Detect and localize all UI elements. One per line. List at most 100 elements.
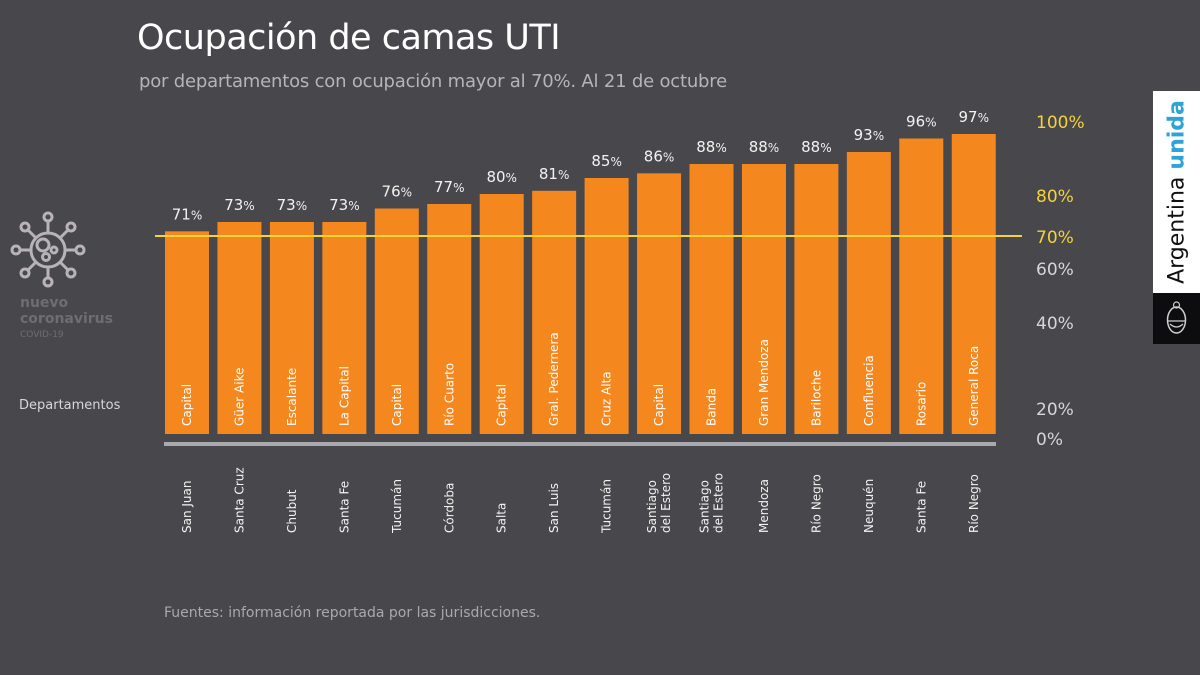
x-axis-title: Departamentos — [19, 398, 121, 413]
bar — [584, 178, 629, 434]
province-label: Santiago — [645, 480, 659, 533]
bar — [374, 208, 419, 434]
bar-category-label: Gran Mendoza — [757, 339, 771, 426]
bar-value-label: 86% — [644, 147, 675, 165]
bar-value-label: 71% — [172, 205, 203, 223]
bar-category-label: Bariloche — [809, 370, 823, 426]
bar-value-label: 80% — [486, 168, 517, 186]
bar — [269, 222, 314, 434]
province-label: Santa Fe — [337, 481, 351, 533]
province-label: Salta — [495, 503, 509, 533]
province-label: Tucumán — [390, 479, 404, 534]
chart-title: Ocupación de camas UTI — [137, 18, 561, 58]
bar-group: 73% Escalante Chubut — [269, 196, 314, 533]
province-label: Santiago — [698, 480, 712, 533]
brand-line-2: coronavirus — [20, 311, 113, 327]
y-tick-label: 100% — [1036, 113, 1085, 133]
y-tick-label: 60% — [1036, 260, 1074, 280]
bar-category-label: Gral. Pedernera — [547, 332, 561, 426]
bar-value-label: 73% — [224, 196, 255, 214]
province-label: Santa Fe — [914, 481, 928, 533]
y-tick-label: 80% — [1036, 187, 1074, 207]
bar — [427, 204, 472, 434]
bar — [741, 164, 786, 434]
bar — [322, 222, 367, 434]
bar-group: 96% Rosario Santa Fe — [899, 113, 944, 533]
bar-category-label: Capital — [390, 384, 404, 426]
source-note: Fuentes: información reportada por las j… — [164, 605, 541, 621]
bar-group: 85% Cruz Alta Tucumán — [584, 152, 629, 534]
bar-category-label: Cruz Alta — [600, 371, 614, 426]
bar-group: 71% Capital San Juan — [165, 205, 209, 533]
bar-category-label: Capital — [495, 384, 509, 426]
province-label: Río Negro — [809, 474, 823, 533]
argentina-coat-of-arms-icon — [1153, 293, 1200, 344]
province-label: del Estero — [659, 473, 673, 533]
bar-value-label: 76% — [382, 183, 413, 201]
bar-category-label: Güer Aike — [232, 368, 246, 426]
province-label: Tucumán — [600, 479, 614, 534]
bar — [479, 194, 524, 434]
bar-category-label: General Roca — [967, 346, 981, 426]
bar — [899, 138, 944, 434]
province-label: Chubut — [285, 489, 299, 533]
bar-value-label: 88% — [696, 138, 727, 156]
province-label: Córdoba — [442, 483, 456, 533]
bar-value-label: 97% — [959, 108, 990, 126]
bar-category-label: Río Cuarto — [442, 363, 456, 426]
bar — [637, 173, 682, 435]
bar-value-label: 85% — [591, 152, 622, 170]
bar — [165, 231, 209, 434]
province-label: San Luis — [547, 483, 561, 533]
bar-group: 73% La Capital Santa Fe — [322, 196, 367, 533]
bar-group: 97% General Roca Río Negro — [951, 108, 996, 533]
bar-category-label: Escalante — [285, 368, 299, 426]
bar — [532, 190, 577, 434]
bar-category-label: Capital — [180, 384, 194, 426]
bar-group: 80% Capital Salta — [479, 168, 524, 533]
chart-subtitle: por departamentos con ocupación mayor al… — [139, 71, 727, 92]
bar — [794, 164, 839, 434]
bar-category-label: Rosario — [914, 382, 928, 426]
bar-group: 88% Banda Santiago del Estero — [689, 138, 734, 533]
y-tick-label: 40% — [1036, 314, 1074, 334]
province-label: Neuquén — [862, 479, 876, 533]
y-tick-label: 0% — [1036, 430, 1063, 450]
x-axis-baseline — [164, 442, 996, 446]
bar-group: 88% Gran Mendoza Mendoza — [741, 138, 786, 533]
bar-category-label: Banda — [705, 388, 719, 426]
bar-value-label: 88% — [801, 138, 832, 156]
province-label: San Juan — [180, 481, 194, 534]
bar-value-label: 81% — [539, 165, 570, 183]
bar-value-label: 73% — [277, 196, 308, 214]
bar-value-label: 77% — [434, 178, 465, 196]
argentina-unida-logo: Argentina unida — [1153, 91, 1200, 293]
bar-value-label: 88% — [749, 138, 780, 156]
bar-group: 73% Güer Aike Santa Cruz — [217, 196, 262, 533]
bar — [951, 134, 996, 434]
bar-group: 93% Confluencia Neuquén — [846, 126, 891, 533]
province-label: Santa Cruz — [232, 467, 246, 533]
bar-value-label: 93% — [854, 126, 885, 144]
bar-group: 76% Capital Tucumán — [374, 183, 419, 534]
province-label: Mendoza — [757, 479, 771, 533]
bar-category-label: La Capital — [337, 366, 351, 426]
bar-value-label: 96% — [906, 113, 937, 131]
province-label: Río Negro — [967, 474, 981, 533]
bar — [689, 164, 734, 434]
bar — [217, 222, 262, 434]
bar-group: 81% Gral. Pedernera San Luis — [532, 165, 577, 533]
bar-category-label: Capital — [652, 384, 666, 426]
bar-value-label: 73% — [329, 196, 360, 214]
coronavirus-icon — [10, 211, 86, 288]
bar-group: 77% Río Cuarto Córdoba — [427, 178, 472, 533]
bar-group: 86% Capital Santiago del Estero — [637, 147, 682, 533]
province-label: del Estero — [712, 473, 726, 533]
bar — [846, 152, 891, 434]
bar-category-label: Confluencia — [862, 355, 876, 426]
y-tick-label: 20% — [1036, 400, 1074, 420]
bar-group: 88% Bariloche Río Negro — [794, 138, 839, 533]
brand-line-3: COVID-19 — [20, 330, 64, 340]
brand-line-1: nuevo — [20, 295, 69, 311]
